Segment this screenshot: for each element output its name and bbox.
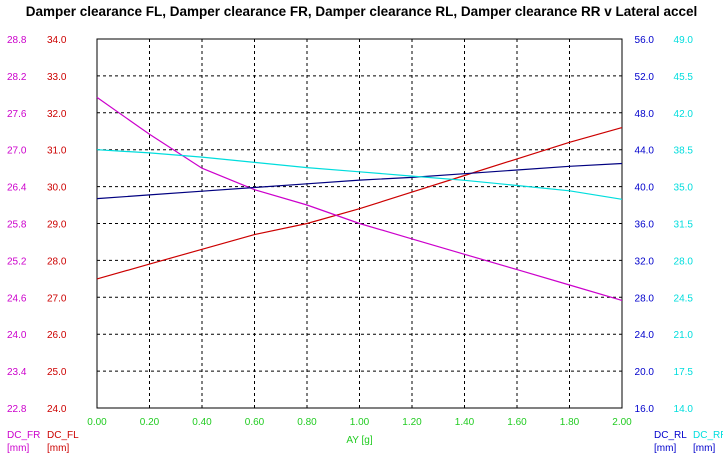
y-axis-unit: [mm] — [47, 443, 69, 454]
y-tick-label: 14.0 — [674, 404, 694, 415]
y-tick-label: 29.0 — [47, 220, 67, 231]
x-tick-label: 0.20 — [140, 417, 160, 428]
y-tick-label: 48.0 — [635, 109, 655, 120]
y-tick-label: 21.0 — [674, 330, 694, 341]
y-tick-label: 32.0 — [635, 256, 655, 267]
y-tick-label: 49.0 — [674, 35, 694, 46]
x-tick-label: 2.00 — [612, 417, 632, 428]
y-tick-label: 25.2 — [7, 256, 27, 267]
series-line-dc_rr — [96, 149, 623, 200]
y-tick-label: 44.0 — [635, 146, 655, 157]
y-tick-label: 24.5 — [674, 293, 694, 304]
y-tick-label: 28.0 — [47, 256, 67, 267]
series-line-dc_rl — [96, 162, 623, 200]
y-axis-label: DC_FR — [7, 430, 40, 441]
x-tick-label: 1.00 — [350, 417, 370, 428]
y-tick-label: 27.0 — [7, 146, 27, 157]
y-tick-label: 25.8 — [7, 220, 27, 231]
plot-frame — [96, 38, 623, 409]
y-tick-label: 26.4 — [7, 183, 27, 194]
x-tick-label: 0.40 — [192, 417, 212, 428]
chart-title: Damper clearance FL, Damper clearance FR… — [25, 4, 698, 19]
y-tick-label: 17.5 — [674, 367, 694, 378]
y-tick-label: 31.0 — [47, 146, 67, 157]
y-axis-label: DC_FL — [47, 430, 79, 441]
y-tick-label: 28.0 — [674, 256, 694, 267]
y-tick-label: 22.8 — [7, 404, 27, 415]
x-tick-label: 1.80 — [560, 417, 580, 428]
y-axis-unit: [mm] — [654, 443, 676, 454]
y-tick-label: 42.0 — [674, 109, 694, 120]
y-tick-label: 32.0 — [47, 109, 67, 120]
x-tick-label: 1.40 — [455, 417, 475, 428]
y-tick-label: 24.0 — [7, 330, 27, 341]
y-tick-label: 24.0 — [47, 404, 67, 415]
y-axis-label: DC_RL — [654, 430, 687, 441]
x-axis-label: AY [g] — [346, 435, 373, 446]
y-axis-label: DC_RR — [693, 430, 723, 441]
x-tick-label: 0.60 — [245, 417, 265, 428]
y-tick-label: 23.4 — [7, 367, 27, 378]
y-tick-label: 27.0 — [47, 293, 67, 304]
y-tick-label: 45.5 — [674, 72, 694, 83]
y-tick-label: 31.5 — [674, 220, 694, 231]
y-tick-label: 40.0 — [635, 183, 655, 194]
y-tick-label: 16.0 — [635, 404, 655, 415]
y-tick-label: 30.0 — [47, 183, 67, 194]
x-tick-label: 0.00 — [87, 417, 107, 428]
x-tick-label: 0.80 — [297, 417, 317, 428]
y-tick-label: 20.0 — [635, 367, 655, 378]
y-tick-label: 36.0 — [635, 220, 655, 231]
x-tick-label: 1.60 — [507, 417, 527, 428]
y-tick-label: 35.0 — [674, 183, 694, 194]
y-tick-label: 56.0 — [635, 35, 655, 46]
y-tick-label: 33.0 — [47, 72, 67, 83]
y-tick-label: 26.0 — [47, 330, 67, 341]
series-line-dc_fl — [96, 127, 623, 280]
y-tick-label: 34.0 — [47, 35, 67, 46]
series-line-dc_fr — [96, 96, 623, 301]
y-tick-label: 28.0 — [635, 293, 655, 304]
y-tick-label: 24.6 — [7, 293, 27, 304]
y-tick-label: 52.0 — [635, 72, 655, 83]
y-tick-label: 38.5 — [674, 146, 694, 157]
y-tick-label: 28.2 — [7, 72, 27, 83]
x-tick-label: 1.20 — [402, 417, 422, 428]
y-tick-label: 27.6 — [7, 109, 27, 120]
y-tick-label: 28.8 — [7, 35, 27, 46]
y-axis-unit: [mm] — [7, 443, 29, 454]
y-tick-label: 24.0 — [635, 330, 655, 341]
y-tick-label: 25.0 — [47, 367, 67, 378]
y-axis-unit: [mm] — [693, 443, 715, 454]
